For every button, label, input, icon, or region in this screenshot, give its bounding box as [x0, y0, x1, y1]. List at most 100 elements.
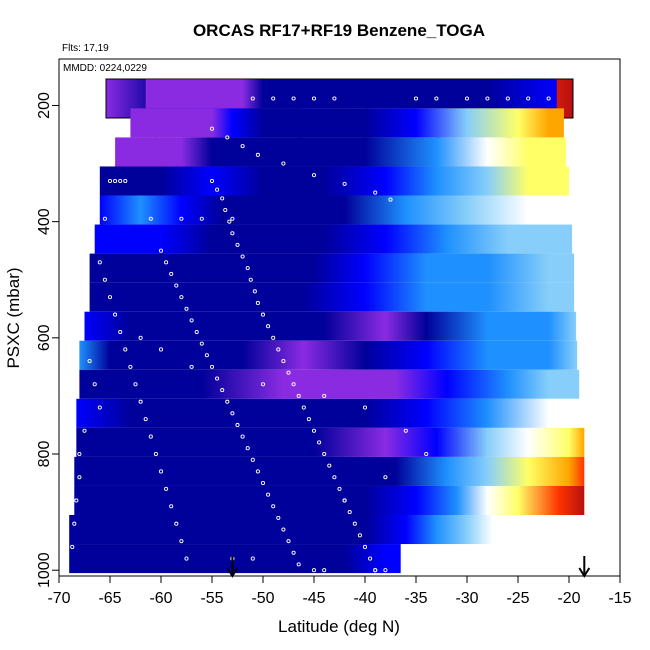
y-tick-label: 200 [36, 92, 53, 119]
track-point [291, 382, 296, 387]
track-point [347, 510, 352, 515]
track-point [82, 428, 87, 433]
track-point [311, 96, 317, 101]
heatmap-band [74, 485, 585, 516]
track-point [281, 161, 286, 166]
track-point [164, 260, 169, 265]
track-point [230, 216, 235, 221]
track-point [255, 152, 260, 157]
track-point [526, 96, 531, 101]
x-tick-label: -20 [557, 590, 580, 607]
track-point [209, 126, 215, 131]
x-tick-label: -60 [149, 590, 172, 607]
track-point [174, 521, 179, 526]
track-point [485, 96, 490, 101]
heatmap-band [115, 137, 566, 167]
track-point [113, 312, 118, 317]
track-point [332, 475, 337, 480]
x-tick-label: -50 [251, 590, 274, 607]
track-point [179, 295, 184, 300]
track-point [424, 451, 429, 457]
track-point [74, 498, 79, 503]
track-point [352, 521, 357, 526]
track-point [143, 417, 148, 422]
track-point [296, 562, 301, 567]
y-tick-label: 1000 [36, 552, 53, 588]
track-point [240, 254, 245, 259]
track-point [123, 178, 128, 184]
track-point [337, 486, 342, 491]
x-tick-label: -30 [455, 590, 478, 607]
heatmap-band [69, 515, 493, 545]
heatmap-band [94, 224, 573, 254]
track-point [227, 219, 232, 224]
track-point [464, 96, 470, 101]
track-point [138, 335, 143, 340]
track-point [260, 481, 266, 486]
track-point [225, 399, 230, 404]
heatmap-band [99, 166, 570, 196]
track-point [271, 504, 276, 509]
track-point [255, 469, 260, 474]
x-tick-label: -15 [608, 590, 631, 607]
track-point [184, 556, 189, 561]
x-tick-label: -70 [47, 590, 70, 607]
track-point [128, 364, 133, 369]
track-point [102, 277, 107, 282]
track-point [87, 359, 92, 364]
track-point [276, 515, 281, 520]
track-point [194, 329, 199, 335]
track-point [209, 178, 215, 184]
track-point [107, 295, 113, 300]
track-point [357, 533, 362, 538]
track-point [158, 347, 164, 352]
heatmap-band [89, 282, 575, 312]
track-point [179, 216, 184, 221]
track-point [342, 498, 347, 503]
track-point [250, 556, 255, 561]
track-point [245, 266, 250, 271]
track-point [250, 457, 255, 462]
x-tick-label: -45 [302, 590, 325, 607]
flights-note: Flts: 17,19 [62, 43, 109, 54]
track-point [276, 347, 281, 352]
track-point [373, 190, 378, 195]
track-point [72, 521, 77, 526]
heatmap-band [145, 79, 557, 109]
track-point [77, 475, 82, 480]
track-point [368, 556, 373, 561]
track-point [153, 451, 158, 457]
track-point [291, 550, 296, 555]
track-point [230, 231, 235, 236]
track-point [296, 393, 301, 398]
track-point [362, 544, 368, 550]
track-point [235, 242, 240, 247]
chart-title: ORCAS RF17+RF19 Benzene_TOGA [193, 21, 485, 40]
track-point [252, 289, 257, 294]
track-point [281, 527, 286, 532]
track-point [317, 440, 322, 445]
heatmap-band [89, 253, 575, 283]
track-point [332, 96, 337, 101]
heatmap-band [74, 456, 585, 486]
track-point [189, 318, 194, 323]
x-tick-label: -55 [200, 590, 223, 607]
heatmap-band [79, 340, 578, 370]
track-point [77, 451, 82, 457]
y-tick-label: 400 [36, 208, 53, 235]
plot-frame [58, 58, 621, 577]
track-point [281, 359, 286, 364]
x-tick-label: -65 [98, 590, 121, 607]
track-point [164, 486, 169, 491]
track-point [362, 405, 368, 410]
track-point [286, 370, 291, 375]
track-point [70, 544, 75, 550]
track-point [291, 96, 296, 101]
track-point [322, 568, 327, 573]
y-tick-label: 800 [36, 441, 53, 468]
track-point [169, 271, 174, 276]
track-point [388, 197, 393, 202]
track-point [240, 144, 245, 149]
track-point [413, 96, 419, 101]
